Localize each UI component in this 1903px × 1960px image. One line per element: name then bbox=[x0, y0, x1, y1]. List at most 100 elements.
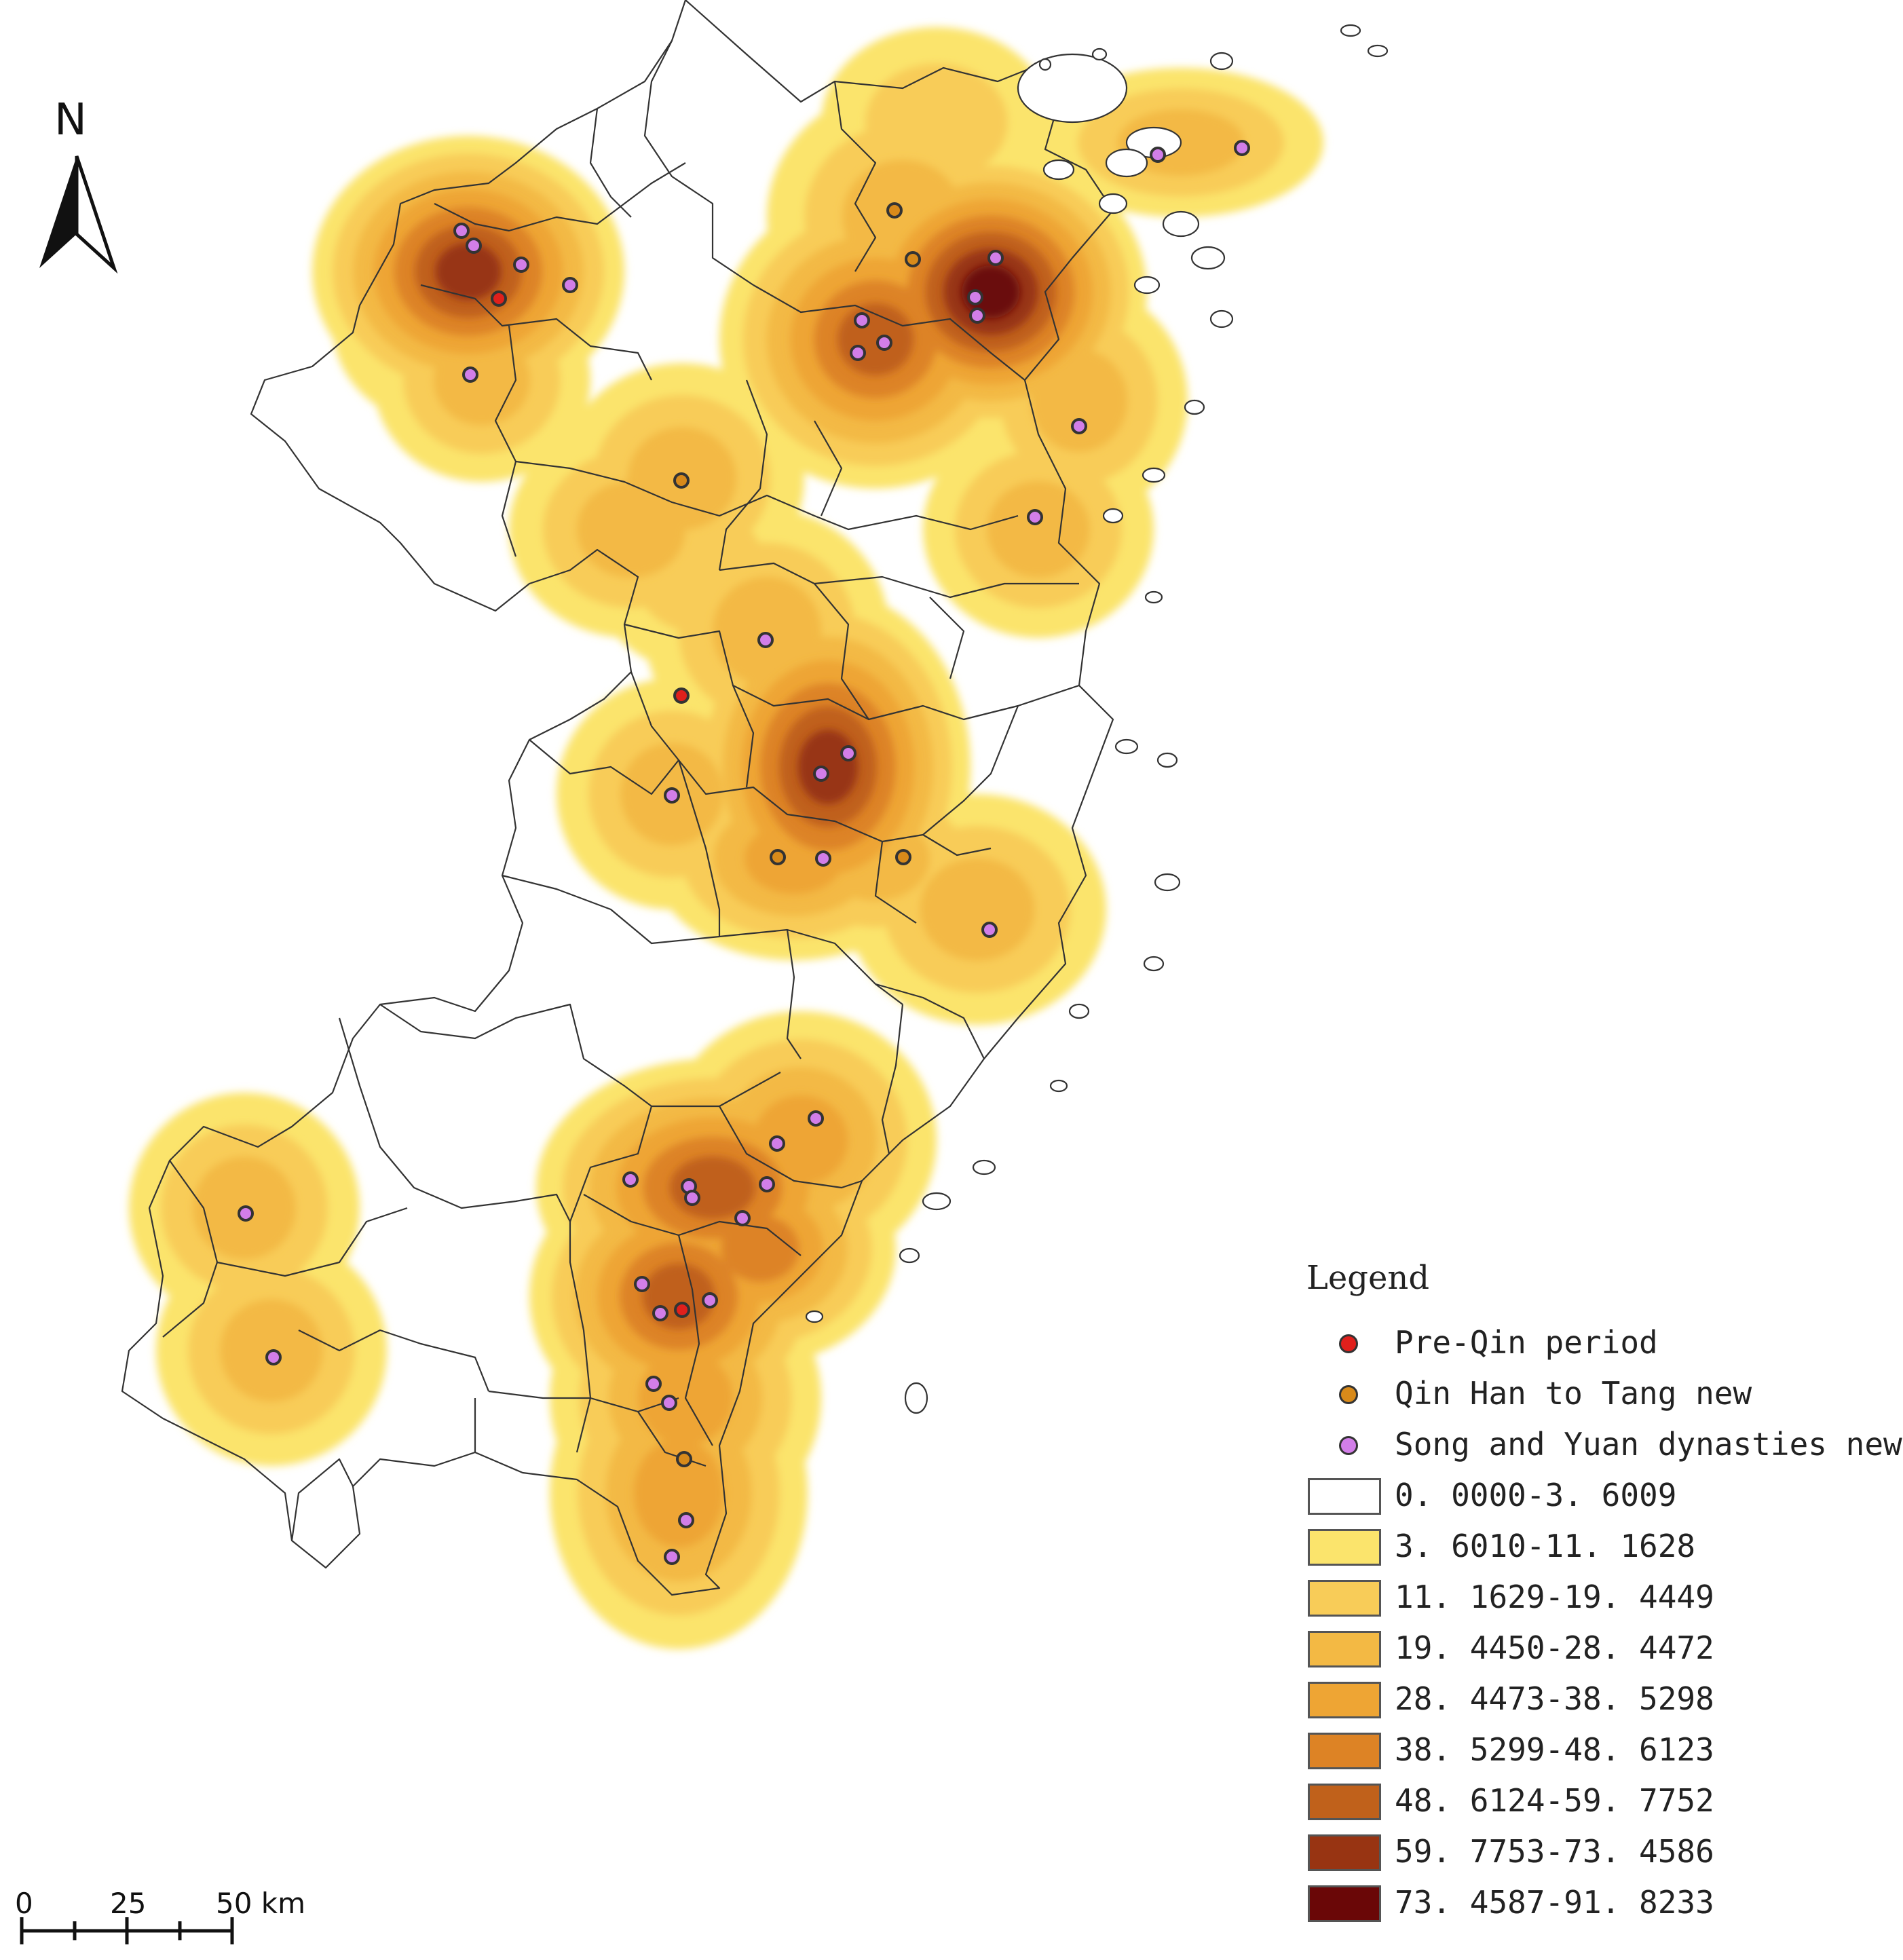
legend-swatch bbox=[1308, 1478, 1381, 1515]
island bbox=[972, 1159, 996, 1175]
song-yuan-site bbox=[238, 1205, 254, 1222]
north-label: N bbox=[54, 95, 87, 145]
song-yuan-site bbox=[634, 1276, 650, 1292]
legend-density-item: 59. 7753-73. 4586 bbox=[1306, 1833, 1903, 1874]
legend-point-item: Song and Yuan dynasties new bbox=[1306, 1426, 1903, 1467]
legend-density-label: 73. 4587-91. 8233 bbox=[1395, 1884, 1714, 1921]
song-yuan-site bbox=[734, 1210, 751, 1226]
legend-swatch bbox=[1308, 1733, 1381, 1769]
legend-title: Legend bbox=[1306, 1259, 1430, 1297]
song-yuan-site bbox=[466, 238, 482, 254]
legend-point-label: Pre-Qin period bbox=[1395, 1324, 1658, 1361]
song-yuan-site bbox=[1150, 147, 1166, 163]
legend-density-label: 59. 7753-73. 4586 bbox=[1395, 1833, 1714, 1870]
island bbox=[805, 1310, 824, 1323]
legend-point-symbol bbox=[1339, 1436, 1358, 1455]
song-yuan-site bbox=[661, 1395, 677, 1411]
legend-density-item: 48. 6124-59. 7752 bbox=[1306, 1782, 1903, 1823]
legend-swatch bbox=[1308, 1784, 1381, 1820]
song-yuan-site bbox=[678, 1512, 694, 1528]
legend-swatch bbox=[1308, 1529, 1381, 1566]
song-yuan-site bbox=[622, 1171, 639, 1188]
island bbox=[1042, 159, 1075, 181]
legend-point-label: Qin Han to Tang new bbox=[1395, 1375, 1752, 1412]
song-yuan-site bbox=[652, 1305, 668, 1321]
song-yuan-site bbox=[757, 632, 774, 648]
qin-han-tang-site bbox=[770, 849, 786, 865]
song-yuan-site bbox=[562, 277, 578, 293]
island bbox=[1156, 752, 1178, 768]
legend-point-label: Song and Yuan dynasties new bbox=[1395, 1426, 1902, 1463]
scale-label-0: 0 bbox=[15, 1887, 33, 1920]
island bbox=[899, 1247, 920, 1264]
pre-qin-site bbox=[491, 290, 507, 307]
density-blob bbox=[753, 1095, 848, 1186]
island bbox=[1184, 399, 1205, 415]
island bbox=[1142, 467, 1166, 483]
legend-density-item: 11. 1629-19. 4449 bbox=[1306, 1579, 1903, 1619]
song-yuan-site bbox=[702, 1292, 718, 1308]
song-yuan-site bbox=[759, 1176, 775, 1192]
song-yuan-site bbox=[684, 1190, 700, 1206]
island bbox=[1105, 148, 1148, 178]
legend-density-label: 11. 1629-19. 4449 bbox=[1395, 1579, 1714, 1615]
island bbox=[1049, 1079, 1068, 1093]
island bbox=[922, 1192, 952, 1211]
legend-point-symbol bbox=[1339, 1385, 1358, 1404]
island bbox=[1102, 508, 1124, 524]
density-blob bbox=[435, 242, 502, 301]
song-yuan-site bbox=[1027, 509, 1043, 525]
legend-point-item: Qin Han to Tang new bbox=[1306, 1375, 1903, 1416]
site-points bbox=[238, 140, 1250, 1565]
island bbox=[1154, 873, 1181, 892]
island bbox=[1367, 44, 1389, 58]
legend-point-item: Pre-Qin period bbox=[1306, 1324, 1903, 1365]
song-yuan-site bbox=[813, 766, 829, 782]
coastal-islands bbox=[805, 24, 1389, 1414]
density-blob bbox=[865, 63, 1008, 181]
pre-qin-site bbox=[673, 687, 690, 704]
county-boundaries bbox=[121, 0, 1114, 1596]
island bbox=[1038, 58, 1052, 71]
island bbox=[1017, 53, 1128, 124]
legend-density-label: 3. 6010-11. 1628 bbox=[1395, 1528, 1696, 1564]
song-yuan-site bbox=[850, 345, 866, 361]
legend-swatch bbox=[1308, 1580, 1381, 1617]
song-yuan-site bbox=[645, 1376, 662, 1392]
qin-han-tang-site bbox=[905, 251, 921, 267]
song-yuan-site bbox=[453, 223, 470, 239]
legend-density-item: 28. 4473-38. 5298 bbox=[1306, 1680, 1903, 1721]
island bbox=[904, 1382, 928, 1414]
density-blob bbox=[1030, 349, 1128, 452]
island bbox=[1162, 210, 1200, 238]
song-yuan-site bbox=[664, 1549, 680, 1565]
qin-han-tang-site bbox=[673, 472, 690, 489]
song-yuan-site bbox=[462, 366, 478, 383]
song-yuan-site bbox=[967, 289, 983, 305]
island bbox=[1133, 276, 1161, 295]
island bbox=[1143, 956, 1165, 972]
song-yuan-site bbox=[854, 312, 870, 328]
legend-density-label: 48. 6124-59. 7752 bbox=[1395, 1782, 1714, 1819]
pre-qin-site bbox=[674, 1302, 690, 1318]
density-blob bbox=[633, 1439, 724, 1547]
scale-bar bbox=[20, 1917, 234, 1944]
north-arrow-icon bbox=[39, 155, 118, 274]
song-yuan-site bbox=[1234, 140, 1250, 156]
song-yuan-site bbox=[876, 335, 892, 351]
song-yuan-site bbox=[987, 250, 1004, 266]
legend-swatch bbox=[1308, 1885, 1381, 1922]
song-yuan-site bbox=[513, 257, 529, 273]
song-yuan-site bbox=[840, 745, 856, 761]
legend-density-label: 0. 0000-3. 6009 bbox=[1395, 1477, 1677, 1513]
density-blob bbox=[797, 730, 859, 804]
island bbox=[1340, 24, 1361, 37]
island bbox=[1209, 52, 1234, 71]
density-blob bbox=[987, 480, 1090, 578]
scale-label-50: 50 km bbox=[216, 1887, 306, 1920]
legend-swatch bbox=[1308, 1834, 1381, 1871]
density-blob bbox=[721, 1215, 799, 1282]
legend-swatch bbox=[1308, 1631, 1381, 1667]
scale-label-25: 25 bbox=[110, 1887, 147, 1920]
